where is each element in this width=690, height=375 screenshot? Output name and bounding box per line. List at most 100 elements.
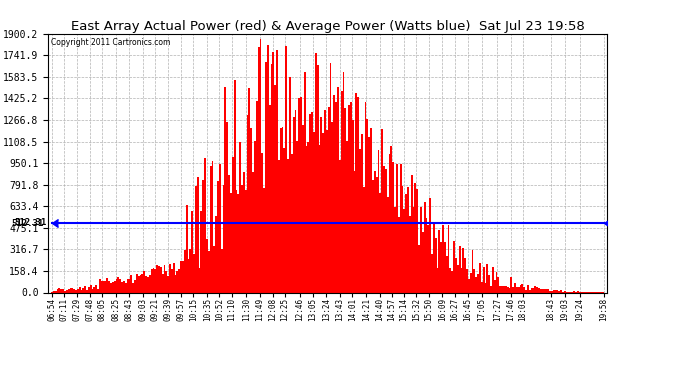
Bar (79, 286, 81, 292)
Bar (123, 280, 125, 292)
Bar (509, 288, 511, 292)
Bar (166, 271, 167, 292)
Bar (278, 160, 279, 292)
Bar (396, 164, 398, 292)
Bar (457, 265, 459, 292)
Bar (420, 207, 422, 292)
Bar (213, 246, 215, 292)
Bar (195, 186, 197, 292)
Bar (492, 267, 494, 292)
Bar (549, 291, 551, 292)
Bar (416, 189, 418, 292)
Bar (228, 175, 230, 292)
Bar (101, 281, 103, 292)
Bar (464, 258, 466, 292)
Bar (226, 122, 228, 292)
Bar (139, 275, 141, 292)
Bar (306, 146, 308, 292)
Bar (322, 133, 324, 292)
Bar (534, 286, 536, 292)
Bar (376, 177, 377, 292)
Bar (93, 287, 95, 292)
Bar (106, 278, 108, 292)
Bar (215, 216, 217, 292)
Bar (230, 193, 232, 292)
Bar (448, 225, 449, 292)
Bar (514, 283, 516, 292)
Bar (506, 288, 509, 292)
Bar (62, 290, 64, 292)
Bar (533, 288, 534, 292)
Bar (475, 277, 477, 292)
Bar (418, 245, 420, 292)
Bar (409, 216, 411, 292)
Bar (333, 95, 335, 292)
Bar (353, 171, 355, 292)
Bar (291, 154, 293, 292)
Bar (405, 194, 407, 292)
Bar (116, 279, 117, 292)
Bar (191, 211, 193, 292)
Bar (560, 290, 562, 292)
Bar (178, 269, 180, 292)
Bar (136, 274, 138, 292)
Bar (210, 166, 212, 292)
Bar (224, 87, 226, 292)
Bar (344, 108, 346, 292)
Bar (388, 154, 391, 292)
Bar (132, 283, 134, 292)
Bar (573, 291, 575, 292)
Bar (330, 63, 331, 292)
Bar (53, 291, 55, 292)
Bar (127, 279, 128, 292)
Bar (149, 275, 150, 292)
Bar (268, 105, 270, 292)
Bar (455, 258, 457, 292)
Bar (90, 285, 92, 292)
Bar (363, 187, 364, 292)
Bar (273, 52, 274, 292)
Bar (252, 171, 254, 292)
Bar (169, 264, 171, 292)
Bar (495, 272, 497, 292)
Bar (190, 249, 191, 292)
Bar (404, 210, 405, 292)
Bar (453, 241, 455, 292)
Bar (204, 158, 206, 292)
Bar (60, 289, 62, 292)
Bar (95, 285, 97, 292)
Bar (274, 84, 276, 292)
Bar (186, 205, 188, 292)
Bar (302, 125, 304, 292)
Bar (466, 269, 468, 292)
Bar (505, 286, 506, 292)
Bar (545, 289, 547, 292)
Bar (413, 207, 415, 292)
Bar (551, 291, 553, 292)
Text: Copyright 2011 Cartronics.com: Copyright 2011 Cartronics.com (51, 38, 170, 46)
Bar (193, 254, 195, 292)
Bar (155, 269, 156, 292)
Bar (284, 148, 286, 292)
Bar (359, 148, 361, 292)
Bar (313, 132, 315, 292)
Bar (422, 232, 424, 292)
Bar (483, 267, 484, 292)
Bar (84, 286, 86, 292)
Bar (243, 172, 245, 292)
Bar (119, 279, 121, 292)
Bar (380, 193, 382, 292)
Bar (383, 166, 385, 292)
Bar (494, 280, 495, 292)
Bar (473, 269, 475, 292)
Bar (320, 117, 322, 292)
Bar (540, 289, 542, 292)
Bar (477, 273, 479, 292)
Bar (407, 187, 409, 292)
Bar (427, 225, 429, 292)
Bar (348, 105, 350, 292)
Bar (267, 45, 268, 292)
Bar (542, 289, 544, 292)
Bar (449, 268, 451, 292)
Bar (287, 159, 289, 292)
